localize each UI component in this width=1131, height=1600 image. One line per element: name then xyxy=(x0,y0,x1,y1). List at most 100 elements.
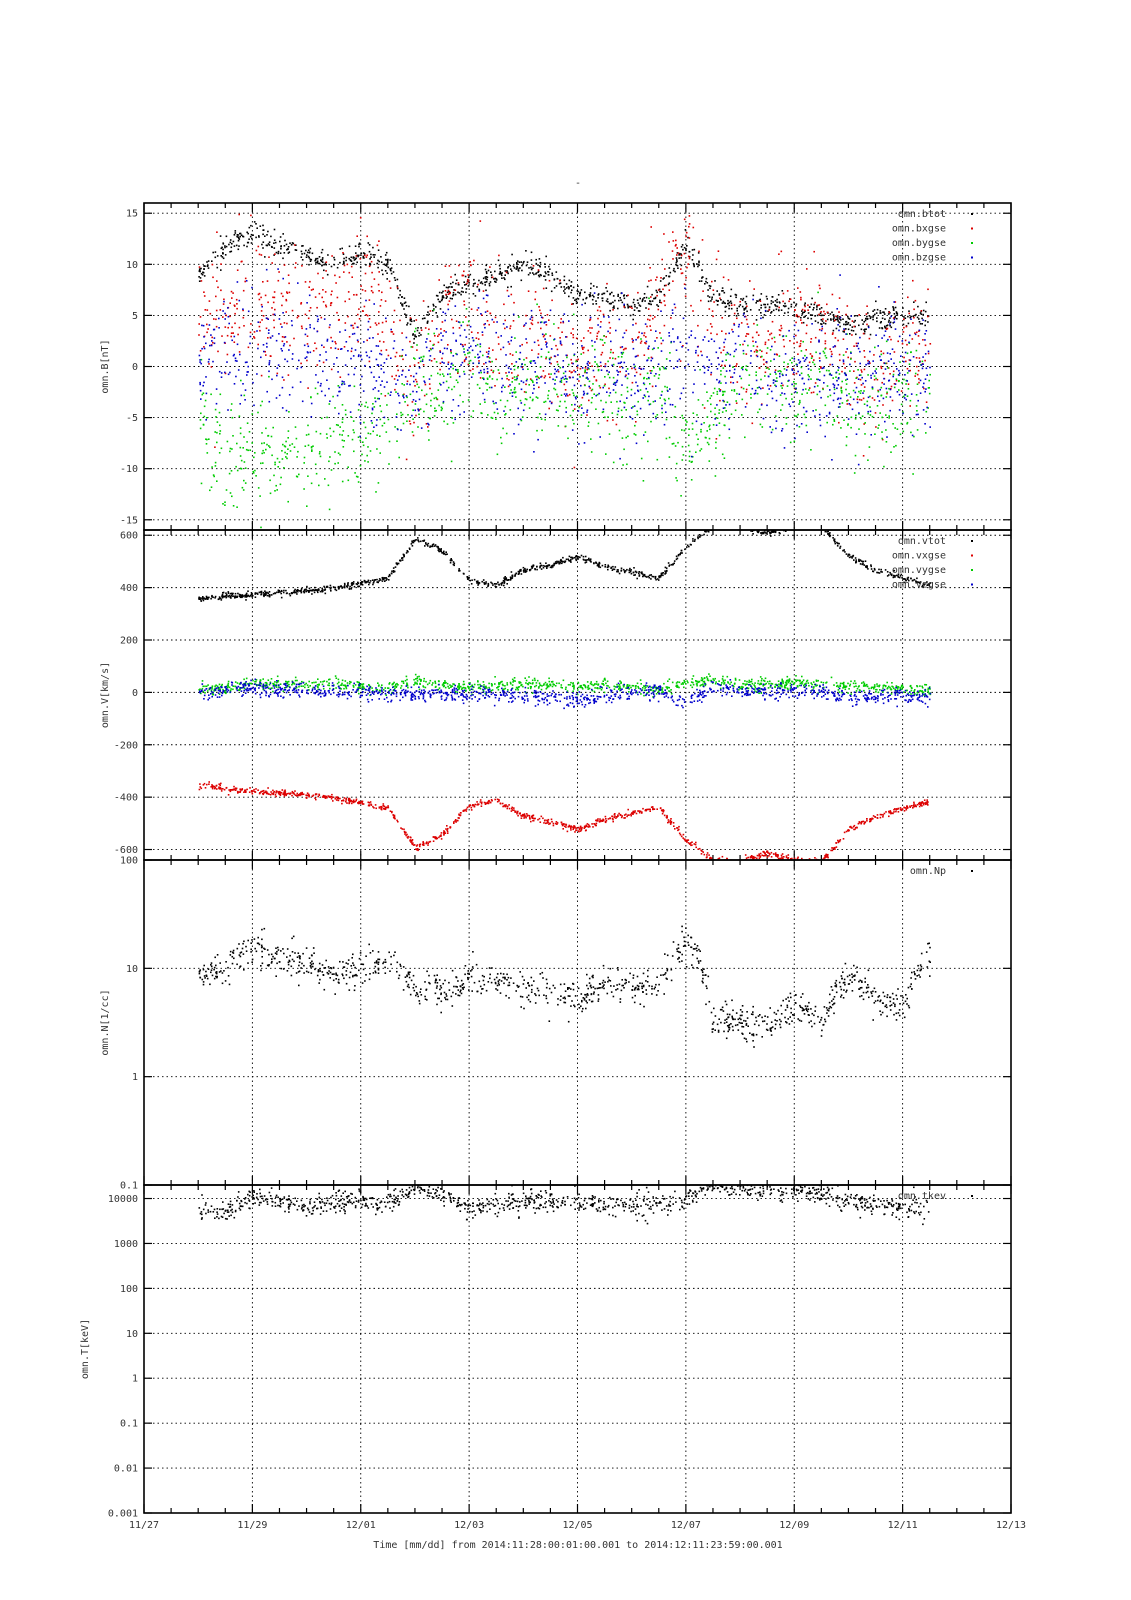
data-point xyxy=(863,564,865,566)
data-point xyxy=(198,266,201,268)
data-point xyxy=(288,251,291,253)
data-point xyxy=(418,413,420,416)
data-point xyxy=(729,353,732,356)
data-point xyxy=(563,393,566,395)
data-point xyxy=(494,316,497,319)
data-point xyxy=(506,583,508,585)
data-point xyxy=(882,372,885,375)
data-point xyxy=(822,388,824,391)
data-point xyxy=(720,382,722,384)
data-point xyxy=(756,351,758,353)
data-point xyxy=(728,403,731,406)
data-point xyxy=(798,315,800,318)
data-point xyxy=(537,344,540,346)
data-point xyxy=(316,315,319,318)
data-point xyxy=(599,310,602,312)
data-point xyxy=(855,433,858,435)
data-point xyxy=(719,390,721,392)
data-point xyxy=(384,270,387,272)
data-point xyxy=(868,446,871,448)
data-point xyxy=(387,258,389,261)
data-point xyxy=(562,320,564,323)
data-point xyxy=(403,396,405,399)
data-point xyxy=(791,368,793,370)
data-point xyxy=(424,381,426,384)
data-point xyxy=(810,369,812,371)
data-point xyxy=(868,337,871,340)
data-point xyxy=(437,549,440,551)
data-point xyxy=(860,390,862,392)
data-point xyxy=(202,324,205,327)
data-point xyxy=(523,358,525,361)
data-point xyxy=(236,235,238,238)
data-point xyxy=(804,416,807,419)
data-point xyxy=(924,390,926,393)
data-point xyxy=(420,334,422,336)
data-point xyxy=(551,401,553,404)
data-point xyxy=(533,341,536,344)
data-point xyxy=(511,381,513,383)
data-point xyxy=(515,361,518,363)
data-point xyxy=(795,315,798,317)
data-point xyxy=(462,401,464,403)
data-point xyxy=(458,264,460,267)
data-point xyxy=(442,335,444,337)
data-point xyxy=(445,293,447,296)
data-point xyxy=(751,336,754,339)
data-point xyxy=(632,339,634,342)
data-point xyxy=(321,248,324,251)
data-point xyxy=(589,292,592,294)
data-point xyxy=(263,452,265,454)
data-point xyxy=(376,434,378,436)
data-point xyxy=(839,397,842,400)
data-point xyxy=(647,399,649,402)
data-point xyxy=(233,335,236,338)
data-point xyxy=(216,431,218,434)
data-point xyxy=(317,318,319,321)
data-point xyxy=(875,300,877,303)
data-point xyxy=(911,338,914,340)
data-point xyxy=(673,267,675,270)
data-point xyxy=(745,365,748,367)
data-point xyxy=(800,340,802,342)
data-point xyxy=(514,575,516,577)
data-point xyxy=(478,387,481,389)
data-point xyxy=(871,386,874,388)
data-point xyxy=(260,356,262,359)
data-point xyxy=(790,393,793,395)
data-point xyxy=(390,331,393,333)
data-point xyxy=(501,390,503,393)
data-point xyxy=(469,273,472,276)
data-point xyxy=(212,328,215,331)
data-point xyxy=(213,318,215,320)
data-point xyxy=(548,407,550,410)
data-point xyxy=(515,268,518,270)
data-point xyxy=(835,318,837,321)
data-point xyxy=(497,369,500,371)
y-tick-label: -600 xyxy=(114,845,138,856)
data-point xyxy=(413,320,415,322)
data-point xyxy=(870,434,872,436)
data-point xyxy=(867,412,869,415)
data-point xyxy=(727,299,729,302)
data-point xyxy=(847,317,850,320)
data-point xyxy=(769,426,771,428)
data-point xyxy=(665,437,668,440)
data-point xyxy=(301,327,303,330)
data-point xyxy=(377,333,379,335)
data-point xyxy=(892,322,895,324)
data-point xyxy=(740,322,743,324)
data-point xyxy=(485,264,487,267)
data-point xyxy=(669,352,671,354)
data-point xyxy=(309,260,312,262)
data-point xyxy=(658,374,661,376)
data-point xyxy=(691,428,694,430)
data-point xyxy=(613,305,615,307)
data-point xyxy=(219,235,222,237)
data-point xyxy=(282,344,285,347)
data-point xyxy=(909,369,911,372)
data-point xyxy=(337,462,339,464)
data-point xyxy=(798,345,801,348)
data-point xyxy=(270,435,273,438)
